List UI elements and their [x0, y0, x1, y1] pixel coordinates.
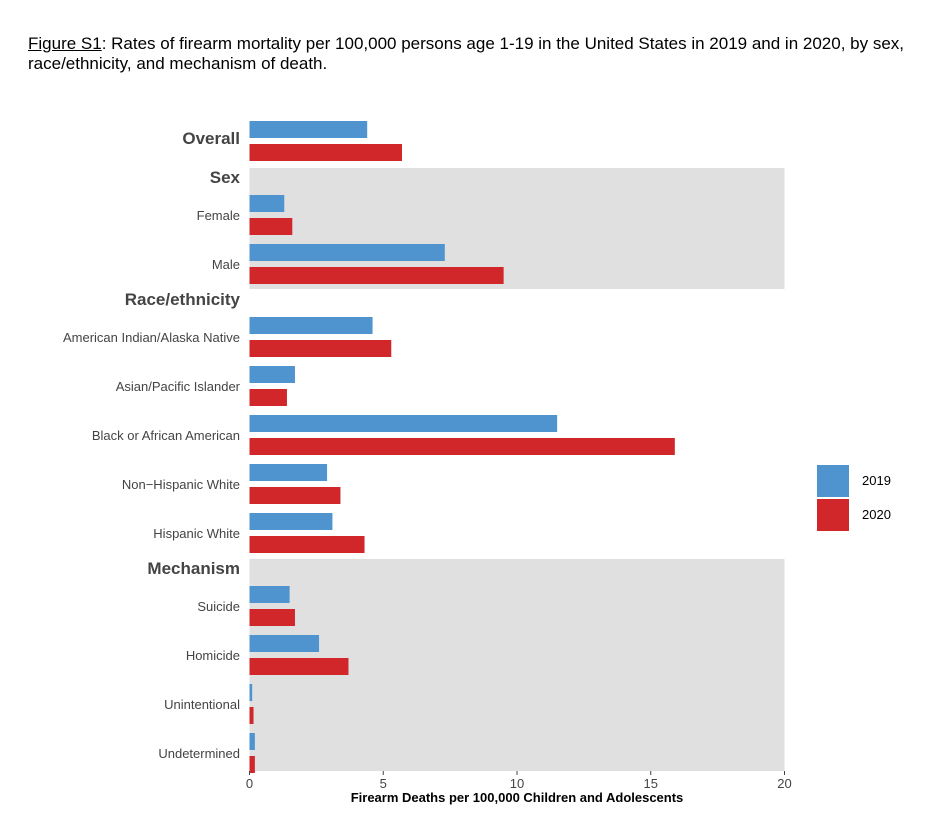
bar-2019 [249, 586, 290, 603]
bar-2019 [249, 317, 373, 334]
x-tick-label: 0 [246, 776, 253, 791]
bar-2020 [249, 144, 402, 161]
group-header: Race/ethnicity [125, 290, 241, 309]
x-axis-label: Firearm Deaths per 100,000 Children and … [351, 790, 684, 805]
figure-label: Figure S1 [28, 34, 102, 53]
category-label: Asian/Pacific Islander [116, 379, 241, 394]
category-label: Undetermined [158, 746, 240, 761]
bar-2020 [249, 340, 392, 357]
category-label: Hispanic White [153, 526, 240, 541]
bar-2019 [249, 513, 333, 530]
bar-2020 [249, 438, 675, 455]
category-label: Black or African American [92, 428, 240, 443]
bar-2019 [249, 121, 368, 138]
x-tick-label: 10 [510, 776, 524, 791]
group-header: Overall [182, 129, 240, 148]
category-label: Unintentional [164, 697, 240, 712]
bar-2020 [249, 756, 255, 773]
bar-2019 [249, 733, 255, 750]
x-tick-label: 20 [777, 776, 791, 791]
category-label: Male [212, 257, 240, 272]
bar-2019 [249, 366, 295, 383]
bar-2020 [249, 536, 365, 553]
bar-2020 [249, 218, 293, 235]
bar-2020 [249, 267, 504, 284]
group-header: Mechanism [147, 559, 240, 578]
bar-2020 [249, 658, 349, 675]
bar-2020 [249, 389, 287, 406]
category-label: Homicide [186, 648, 240, 663]
category-label: Suicide [197, 599, 240, 614]
bar-2020 [249, 487, 341, 504]
bar-2020 [249, 609, 295, 626]
bar-2019 [249, 635, 320, 652]
legend-swatch-2019 [817, 465, 849, 497]
category-label: Female [197, 208, 240, 223]
figure-caption-text: : Rates of firearm mortality per 100,000… [28, 34, 905, 73]
legend-swatch-2020 [817, 499, 849, 531]
x-tick-label: 5 [380, 776, 387, 791]
legend-label-2019: 2019 [862, 473, 891, 488]
bar-2019 [249, 195, 285, 212]
category-label: Non−Hispanic White [122, 477, 240, 492]
bar-2019 [249, 415, 558, 432]
x-tick-label: 15 [644, 776, 658, 791]
bar-2019 [249, 244, 445, 261]
category-label: American Indian/Alaska Native [63, 330, 240, 345]
bar-2019 [249, 684, 253, 701]
group-header: Sex [210, 168, 241, 187]
legend-label-2020: 2020 [862, 507, 891, 522]
bar-2020 [249, 707, 254, 724]
figure-caption: Figure S1: Rates of firearm mortality pe… [28, 34, 918, 74]
bar-2019 [249, 464, 328, 481]
